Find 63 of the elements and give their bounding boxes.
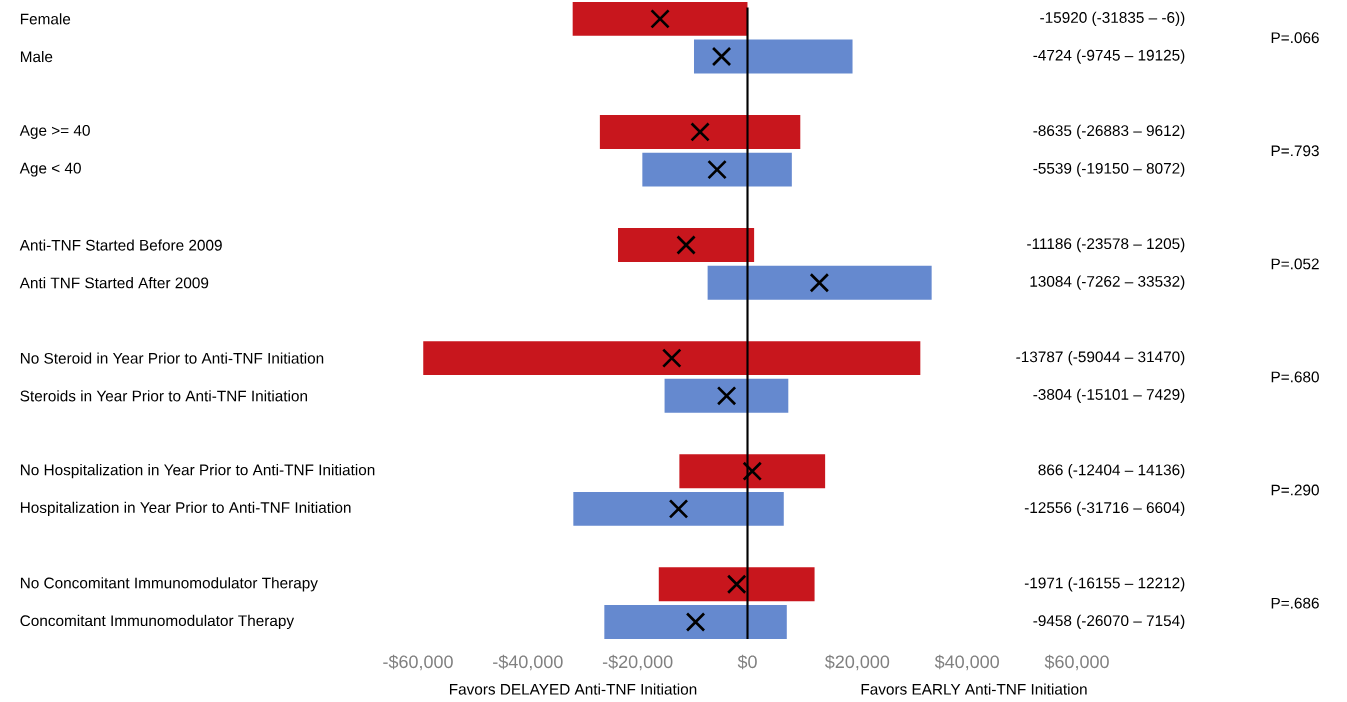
- text: P=.290: [1271, 484, 1319, 496]
- text: P=.680: [1271, 371, 1319, 383]
- data-label: -5539 (-19150 – 8072): [1033, 162, 1185, 177]
- text: P=.686: [1271, 597, 1319, 609]
- x-tick-label: -$60,000: [383, 654, 453, 671]
- data-label: -9458 (-26070 – 7154): [1033, 614, 1185, 630]
- data-label: -4724 (-9745 – 19125): [1033, 49, 1185, 64]
- x-tick-label: -$20,000: [602, 654, 673, 671]
- data-label: 13084 (-7262 – 33532): [1030, 275, 1185, 290]
- y-tick-label: Female: [20, 13, 71, 25]
- bar: [604, 605, 787, 639]
- data-label: -15920 (-31835 – -6)): [1040, 11, 1185, 26]
- bar: [572, 1, 748, 36]
- bar: [664, 378, 789, 413]
- y-tick-label: No Hospitalization in Year Prior to Anti-TNF Initiation: [20, 464, 375, 479]
- point: [668, 499, 689, 519]
- point: [690, 122, 710, 142]
- bar: [658, 567, 815, 602]
- y-tick-label: No Steroid in Year Prior to Anti-TNF Initiation: [20, 352, 324, 364]
- data-label: -13787 (-59044 – 31470): [1016, 351, 1185, 366]
- y-tick-label: Anti-TNF Started Before 2009: [19, 239, 222, 251]
- text: P=.793: [1271, 145, 1319, 157]
- point: [809, 272, 830, 293]
- data-label: 866 (-12404 – 14136): [1038, 464, 1185, 479]
- bar: [618, 228, 755, 262]
- y-tick-label: Anti TNF Started After 2009: [19, 277, 209, 289]
- y-tick-label: No Concomitant Immunomodulator Therapy: [20, 577, 318, 592]
- y-tick-label: Hospitalization in Year Prior to Anti-TNF Initiation: [20, 501, 351, 517]
- point: [661, 348, 682, 368]
- data-label: -1971 (-16155 – 12212): [1024, 577, 1185, 592]
- x-tick-label: $20,000: [824, 654, 890, 671]
- bar: [693, 39, 853, 74]
- text: Favors EARLY Anti-TNF Initiation: [861, 683, 1087, 695]
- x-tick-label: $0: [737, 654, 757, 670]
- x-tick-label: $40,000: [934, 654, 999, 671]
- data-label: -3804 (-15101 – 7429): [1033, 388, 1185, 403]
- y-tick-label: Steroids in Year Prior to Anti-TNF Initiation: [20, 390, 308, 402]
- point: [650, 9, 670, 29]
- point: [726, 574, 747, 595]
- point: [707, 159, 727, 180]
- data-label: -12556 (-31716 – 6604): [1024, 501, 1185, 517]
- bar: [642, 152, 792, 187]
- y-tick-label: Concomitant Immunomodulator Therapy: [20, 614, 295, 630]
- y-tick-label: Age >= 40: [19, 124, 90, 139]
- bar: [423, 341, 921, 376]
- x-tick-label: $60,000: [1044, 654, 1109, 671]
- bar: [599, 114, 801, 149]
- data-label: -8635 (-26883 – 9612): [1033, 124, 1185, 140]
- y-tick-label: Age < 40: [19, 162, 81, 177]
- text: Favors DELAYED Anti-TNF Initiation: [449, 683, 697, 695]
- point: [711, 46, 732, 67]
- bar: [707, 265, 932, 300]
- data-label: -11186 (-23578 – 1205): [1027, 237, 1185, 253]
- text: P=.066: [1271, 32, 1319, 44]
- text: P=.052: [1271, 258, 1319, 270]
- point: [676, 235, 696, 255]
- bar: [573, 491, 784, 526]
- x-tick-label: -$40,000: [493, 654, 563, 671]
- point: [716, 385, 737, 406]
- point: [742, 461, 763, 482]
- y-tick-label: Male: [20, 50, 53, 63]
- point: [685, 612, 706, 632]
- bar: [679, 454, 826, 489]
